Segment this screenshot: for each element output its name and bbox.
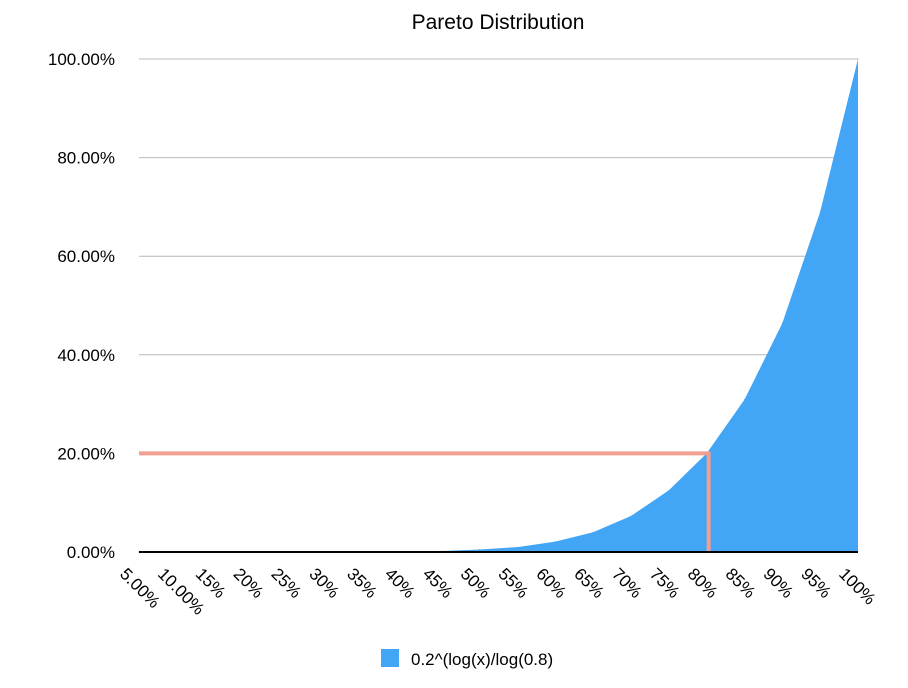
data-point bbox=[781, 322, 783, 324]
data-point bbox=[668, 489, 670, 491]
x-tick-label: 85% bbox=[722, 564, 759, 601]
data-point bbox=[857, 58, 859, 60]
x-tick-label: 50% bbox=[457, 564, 494, 601]
data-point bbox=[592, 531, 594, 533]
x-tick-label: 40% bbox=[381, 564, 418, 601]
x-tick-label: 95% bbox=[797, 564, 834, 601]
legend: 0.2^(log(x)/log(0.8) bbox=[381, 649, 553, 669]
annotation-lines bbox=[139, 451, 711, 552]
y-tick-label: 0.00% bbox=[67, 543, 115, 562]
data-point bbox=[479, 549, 481, 551]
x-tick-label: 70% bbox=[608, 564, 645, 601]
data-point bbox=[630, 515, 632, 517]
x-tick-label: 75% bbox=[646, 564, 683, 601]
data-point bbox=[743, 399, 745, 401]
x-tick-label: 60% bbox=[532, 564, 569, 601]
x-tick-label: 65% bbox=[570, 564, 607, 601]
x-tick-label: 35% bbox=[343, 564, 380, 601]
data-point bbox=[554, 541, 556, 543]
x-tick-label: 80% bbox=[684, 564, 721, 601]
x-tick-label: 5.00% bbox=[116, 564, 164, 612]
plot-area bbox=[138, 58, 859, 553]
x-tick-label: 20% bbox=[230, 564, 267, 601]
x-tick-labels: 5.00%10.00%15% 20% 25% 30% 35% 40% 45% 50% 55% 60… bbox=[116, 564, 879, 618]
y-tick-label: 20.00% bbox=[57, 444, 115, 463]
data-point bbox=[819, 211, 821, 213]
x-tick-label: 55% bbox=[495, 564, 532, 601]
y-tick-labels: 0.00% 20.00% 40.00% 60.00% 80.00% 100.00% bbox=[48, 50, 115, 562]
y-tick-label: 80.00% bbox=[57, 149, 115, 168]
y-tick-label: 100.00% bbox=[48, 50, 115, 69]
y-tick-label: 40.00% bbox=[57, 346, 115, 365]
x-tick-label: 25% bbox=[268, 564, 305, 601]
series-area bbox=[139, 59, 858, 552]
legend-swatch bbox=[381, 649, 399, 667]
x-tick-label: 90% bbox=[759, 564, 796, 601]
x-tick-label: 30% bbox=[305, 564, 342, 601]
x-tick-label: 100% bbox=[835, 564, 879, 608]
legend-label: 0.2^(log(x)/log(0.8) bbox=[411, 650, 553, 669]
chart-title: Pareto Distribution bbox=[412, 11, 585, 34]
x-tick-label: 45% bbox=[419, 564, 456, 601]
data-point bbox=[516, 546, 518, 548]
y-tick-label: 60.00% bbox=[57, 247, 115, 266]
